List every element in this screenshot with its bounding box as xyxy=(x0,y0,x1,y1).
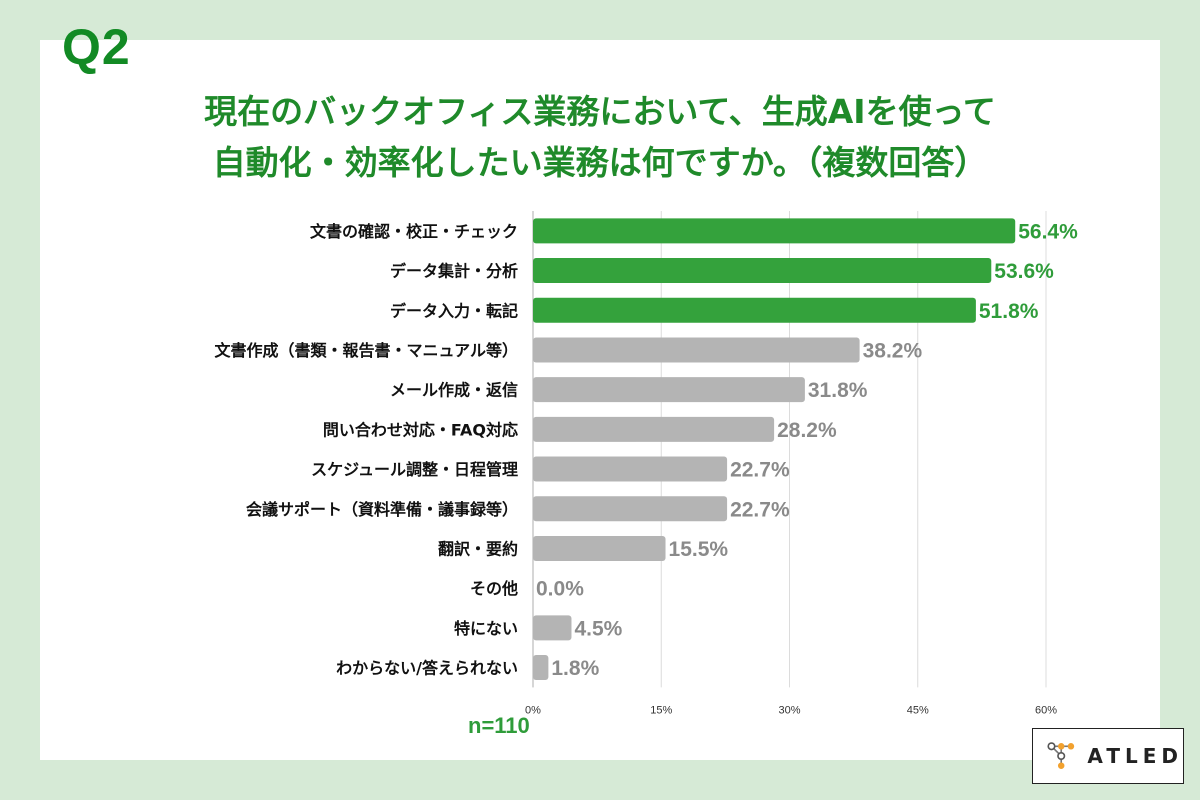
category-label: 会議サポート（資料準備・議事録等） xyxy=(246,500,518,519)
x-tick-label: 45% xyxy=(907,704,929,716)
bar xyxy=(533,456,728,482)
x-tick-label: 15% xyxy=(650,704,672,716)
category-label: その他 xyxy=(470,579,518,598)
value-label: 38.2% xyxy=(863,339,923,362)
value-label: 56.4% xyxy=(1018,220,1078,243)
value-label: 15.5% xyxy=(669,538,729,561)
value-label: 22.7% xyxy=(730,459,790,482)
bar xyxy=(533,218,1016,244)
category-label: スケジュール調整・日程管理 xyxy=(311,460,518,479)
category-label: 文書作成（書類・報告書・マニュアル等） xyxy=(214,341,518,360)
bar xyxy=(533,258,992,284)
atled-logo-icon xyxy=(1047,742,1075,769)
category-label: メール作成・返信 xyxy=(390,381,518,400)
bar xyxy=(533,416,775,442)
value-label: 4.5% xyxy=(574,617,622,640)
bar xyxy=(533,297,976,323)
x-tick-label: 30% xyxy=(778,704,800,716)
x-tick-label: 0% xyxy=(525,704,541,716)
bar xyxy=(533,615,572,641)
category-label: 特にない xyxy=(454,619,518,638)
atled-logo: ATLED xyxy=(1032,728,1184,784)
category-label: 文書の確認・校正・チェック xyxy=(310,222,518,241)
value-label: 0.0% xyxy=(536,578,584,601)
sample-size: n=110 xyxy=(468,713,530,738)
value-label: 51.8% xyxy=(979,300,1039,323)
category-label: データ入力・転記 xyxy=(390,301,518,320)
value-label: 31.8% xyxy=(808,379,868,402)
category-label: データ集計・分析 xyxy=(390,262,518,281)
value-label: 22.7% xyxy=(730,498,790,521)
bar xyxy=(533,337,860,363)
chart-title-line-2: 自動化・効率化したい業務は何ですか。（複数回答） xyxy=(212,143,988,182)
x-tick-label: 60% xyxy=(1035,704,1057,716)
value-label: 1.8% xyxy=(551,657,599,680)
bar xyxy=(533,496,728,522)
category-label: 翻訳・要約 xyxy=(438,539,518,558)
value-label: 28.2% xyxy=(777,419,837,442)
bar xyxy=(533,377,805,403)
chart-title-line-1: 現在のバックオフィス業務において、生成AIを使って xyxy=(204,92,996,131)
question-number: Q2 xyxy=(62,19,131,75)
bar xyxy=(533,655,549,681)
bar xyxy=(533,535,666,561)
value-label: 53.6% xyxy=(994,260,1054,283)
category-label: わからない/答えられない xyxy=(336,659,518,678)
category-label: 問い合わせ対応・FAQ対応 xyxy=(323,420,518,439)
logo-text: ATLED xyxy=(1087,744,1183,768)
